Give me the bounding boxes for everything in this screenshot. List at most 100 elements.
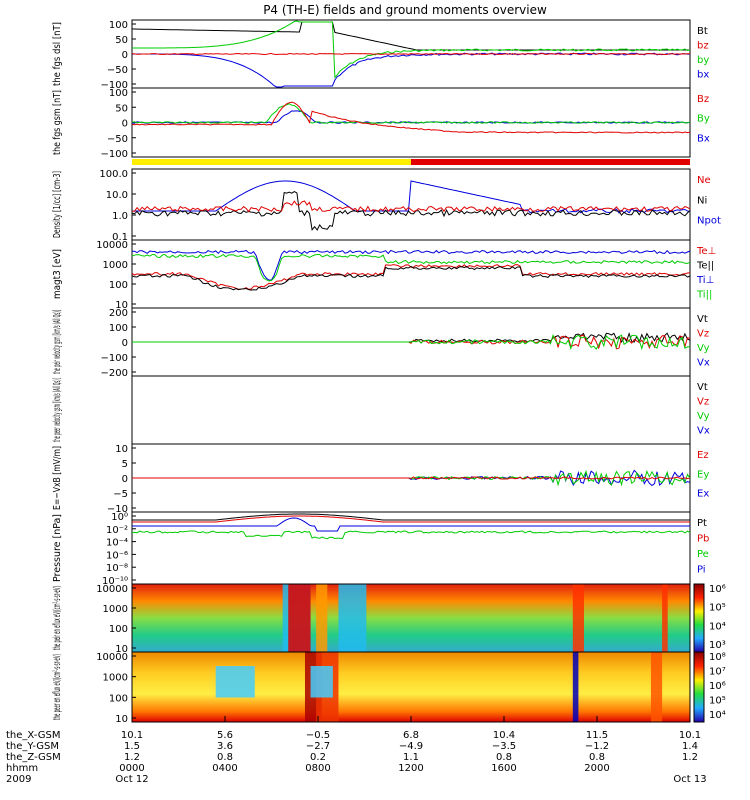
legend-entry: Bz bbox=[697, 94, 709, 105]
y-tick-label: 10 bbox=[115, 644, 128, 655]
legend-entry: Vx bbox=[697, 426, 710, 437]
x-year-label: 2009 bbox=[6, 774, 31, 785]
y-tick-label: 5 bbox=[122, 459, 128, 470]
series-group bbox=[132, 332, 691, 351]
y-tick-label: 200 bbox=[109, 308, 128, 319]
spectrogram-feature bbox=[572, 584, 584, 652]
legend-entry: Pi bbox=[697, 565, 706, 576]
y-axis-label: the peer en eflux eV/(cm²-s-sr-eV) bbox=[52, 654, 63, 720]
legend-entry: bx bbox=[697, 70, 709, 81]
mode-bar bbox=[132, 159, 690, 165]
y-tick-label: 50 bbox=[115, 103, 128, 114]
legend-entry: Pt bbox=[697, 518, 707, 529]
colorbar-tick-label: 10⁴ bbox=[709, 710, 726, 721]
legend-entry: bz bbox=[697, 41, 709, 52]
legend-entry: Ti|| bbox=[696, 290, 712, 301]
y-axis-label: the peer velocity gsm [km/s (All Qs)] bbox=[52, 378, 63, 442]
series-group bbox=[131, 20, 691, 88]
y-tick-label: 10.0 bbox=[106, 190, 128, 201]
panel-density: 100.0 10.0 1.0 0.1 Density [1/cc] [cm-3] Ne Ni… bbox=[52, 168, 721, 243]
x-tick-value: −0.5 bbox=[306, 730, 330, 741]
panel-frame bbox=[131, 511, 691, 585]
spectrogram-background bbox=[132, 584, 690, 652]
series-bz bbox=[131, 52, 691, 56]
legend-entry: Te|| bbox=[696, 261, 714, 272]
y-tick-label: 0.1 bbox=[112, 232, 128, 243]
y-tick-label: −200 bbox=[101, 368, 128, 379]
y-tick-label: 10⁻⁸ bbox=[106, 563, 128, 574]
legend-entry: Pb bbox=[697, 534, 709, 545]
x-row-label: the_Y-GSM bbox=[6, 741, 59, 752]
y-tick-label: 100 bbox=[109, 624, 128, 635]
y-tick-label: 100 bbox=[109, 88, 128, 99]
series-group bbox=[132, 469, 691, 487]
series-Npot bbox=[132, 180, 691, 214]
x-row-label: the_Z-GSM bbox=[6, 752, 61, 763]
y-tick-label: 1.0 bbox=[112, 211, 128, 222]
y-tick-label: 100.0 bbox=[99, 169, 128, 180]
x-tick-value: 0000 bbox=[119, 763, 144, 774]
spectrogram-feature bbox=[310, 666, 333, 698]
colorbar-tick-label: 10⁵ bbox=[709, 696, 726, 707]
x-row-label: the_X-GSM bbox=[6, 730, 60, 741]
x-tick-value: 6.8 bbox=[403, 730, 419, 741]
legend-entry: Vy bbox=[697, 411, 710, 422]
x-tick-value: −3.5 bbox=[492, 741, 516, 752]
y-tick-label: 10⁻⁶ bbox=[106, 550, 128, 561]
x-tick-value: 2000 bbox=[584, 763, 609, 774]
legend-entry: Vz bbox=[697, 329, 709, 340]
x-tick-value: 5.6 bbox=[217, 730, 233, 741]
series-group bbox=[131, 101, 691, 134]
y-tick-label: −100 bbox=[101, 80, 128, 91]
x-tick-value: 0800 bbox=[305, 763, 330, 774]
y-tick-label: 0 bbox=[122, 338, 128, 349]
y-tick-label: 10⁻⁴ bbox=[106, 538, 128, 549]
legend-entry: Ni bbox=[697, 195, 707, 206]
series-Vy bbox=[132, 333, 691, 351]
x-tick-value: 1600 bbox=[491, 763, 516, 774]
y-tick-label: 0 bbox=[122, 119, 128, 130]
series-Bz bbox=[131, 101, 691, 134]
y-tick-label: −5 bbox=[113, 489, 128, 500]
legend-entry: Bt bbox=[697, 26, 708, 37]
colorbar-tick-label: 10³ bbox=[709, 640, 726, 651]
y-tick-label: 100 bbox=[109, 280, 128, 291]
y-tick-label: 100 bbox=[109, 323, 128, 334]
legend-entry: Bx bbox=[697, 133, 710, 144]
y-tick-label: 10000 bbox=[96, 652, 128, 663]
legend-entry: Pe bbox=[697, 549, 709, 560]
y-tick-label: 0 bbox=[122, 50, 128, 61]
y-tick-label: 10 bbox=[115, 714, 128, 725]
y-tick-label: 100 bbox=[109, 20, 128, 31]
series-Pt bbox=[132, 513, 690, 521]
legend-entry: Vt bbox=[697, 382, 708, 393]
series-Ni bbox=[131, 191, 691, 231]
legend-entry: Npot bbox=[697, 216, 721, 227]
panel-efield: 10 5 0 −5 −10 E=−VxB [mV/m] Ez Ey Ex bbox=[52, 443, 709, 515]
y-axis-label: Density [1/cc] [cm-3] bbox=[52, 171, 63, 238]
y-tick-label: 1000 bbox=[103, 604, 128, 615]
x-tick-value: 11.5 bbox=[586, 730, 608, 741]
x-tick-value: 1.2 bbox=[682, 752, 698, 763]
y-axis-label: magt3 [eV] bbox=[52, 249, 63, 299]
series-Ne bbox=[131, 200, 691, 213]
plot-title: P4 (TH-E) fields and ground moments over… bbox=[263, 3, 547, 17]
x-tick-value: 0.8 bbox=[496, 752, 512, 763]
y-tick-label: −10 bbox=[107, 504, 128, 515]
panel-peer-velocity: the peer velocity gsm [km/s (All Qs)] Vt V… bbox=[52, 375, 710, 445]
x-date-left: Oct 12 bbox=[115, 774, 148, 785]
y-tick-label: 1000 bbox=[103, 260, 128, 271]
y-tick-label: 10000 bbox=[96, 584, 128, 595]
y-axis-label: the fgs dsl [nT] bbox=[52, 22, 63, 86]
y-axis-label: the fgs gsm [nT] bbox=[52, 90, 63, 155]
panel-frame bbox=[131, 168, 691, 241]
y-axis-label: E=−VxB [mV/m] bbox=[52, 446, 63, 510]
spectrogram-feature bbox=[338, 584, 367, 652]
panel-peir-velocity: 200 100 0 −100 −200 the peir velocity gsm [km… bbox=[52, 307, 710, 379]
legend-entry: By bbox=[697, 114, 710, 125]
colorbar-tick-label: 10⁴ bbox=[709, 621, 726, 632]
colorbar-tick-label: 10⁸ bbox=[709, 652, 726, 663]
x-tick-value: 1.2 bbox=[124, 752, 140, 763]
x-tick-value: 1200 bbox=[398, 763, 423, 774]
panel-fgs-dsl: 100 50 0 −50 −100 the fgs dsl [nT] Bt bz by bx bbox=[52, 19, 709, 91]
